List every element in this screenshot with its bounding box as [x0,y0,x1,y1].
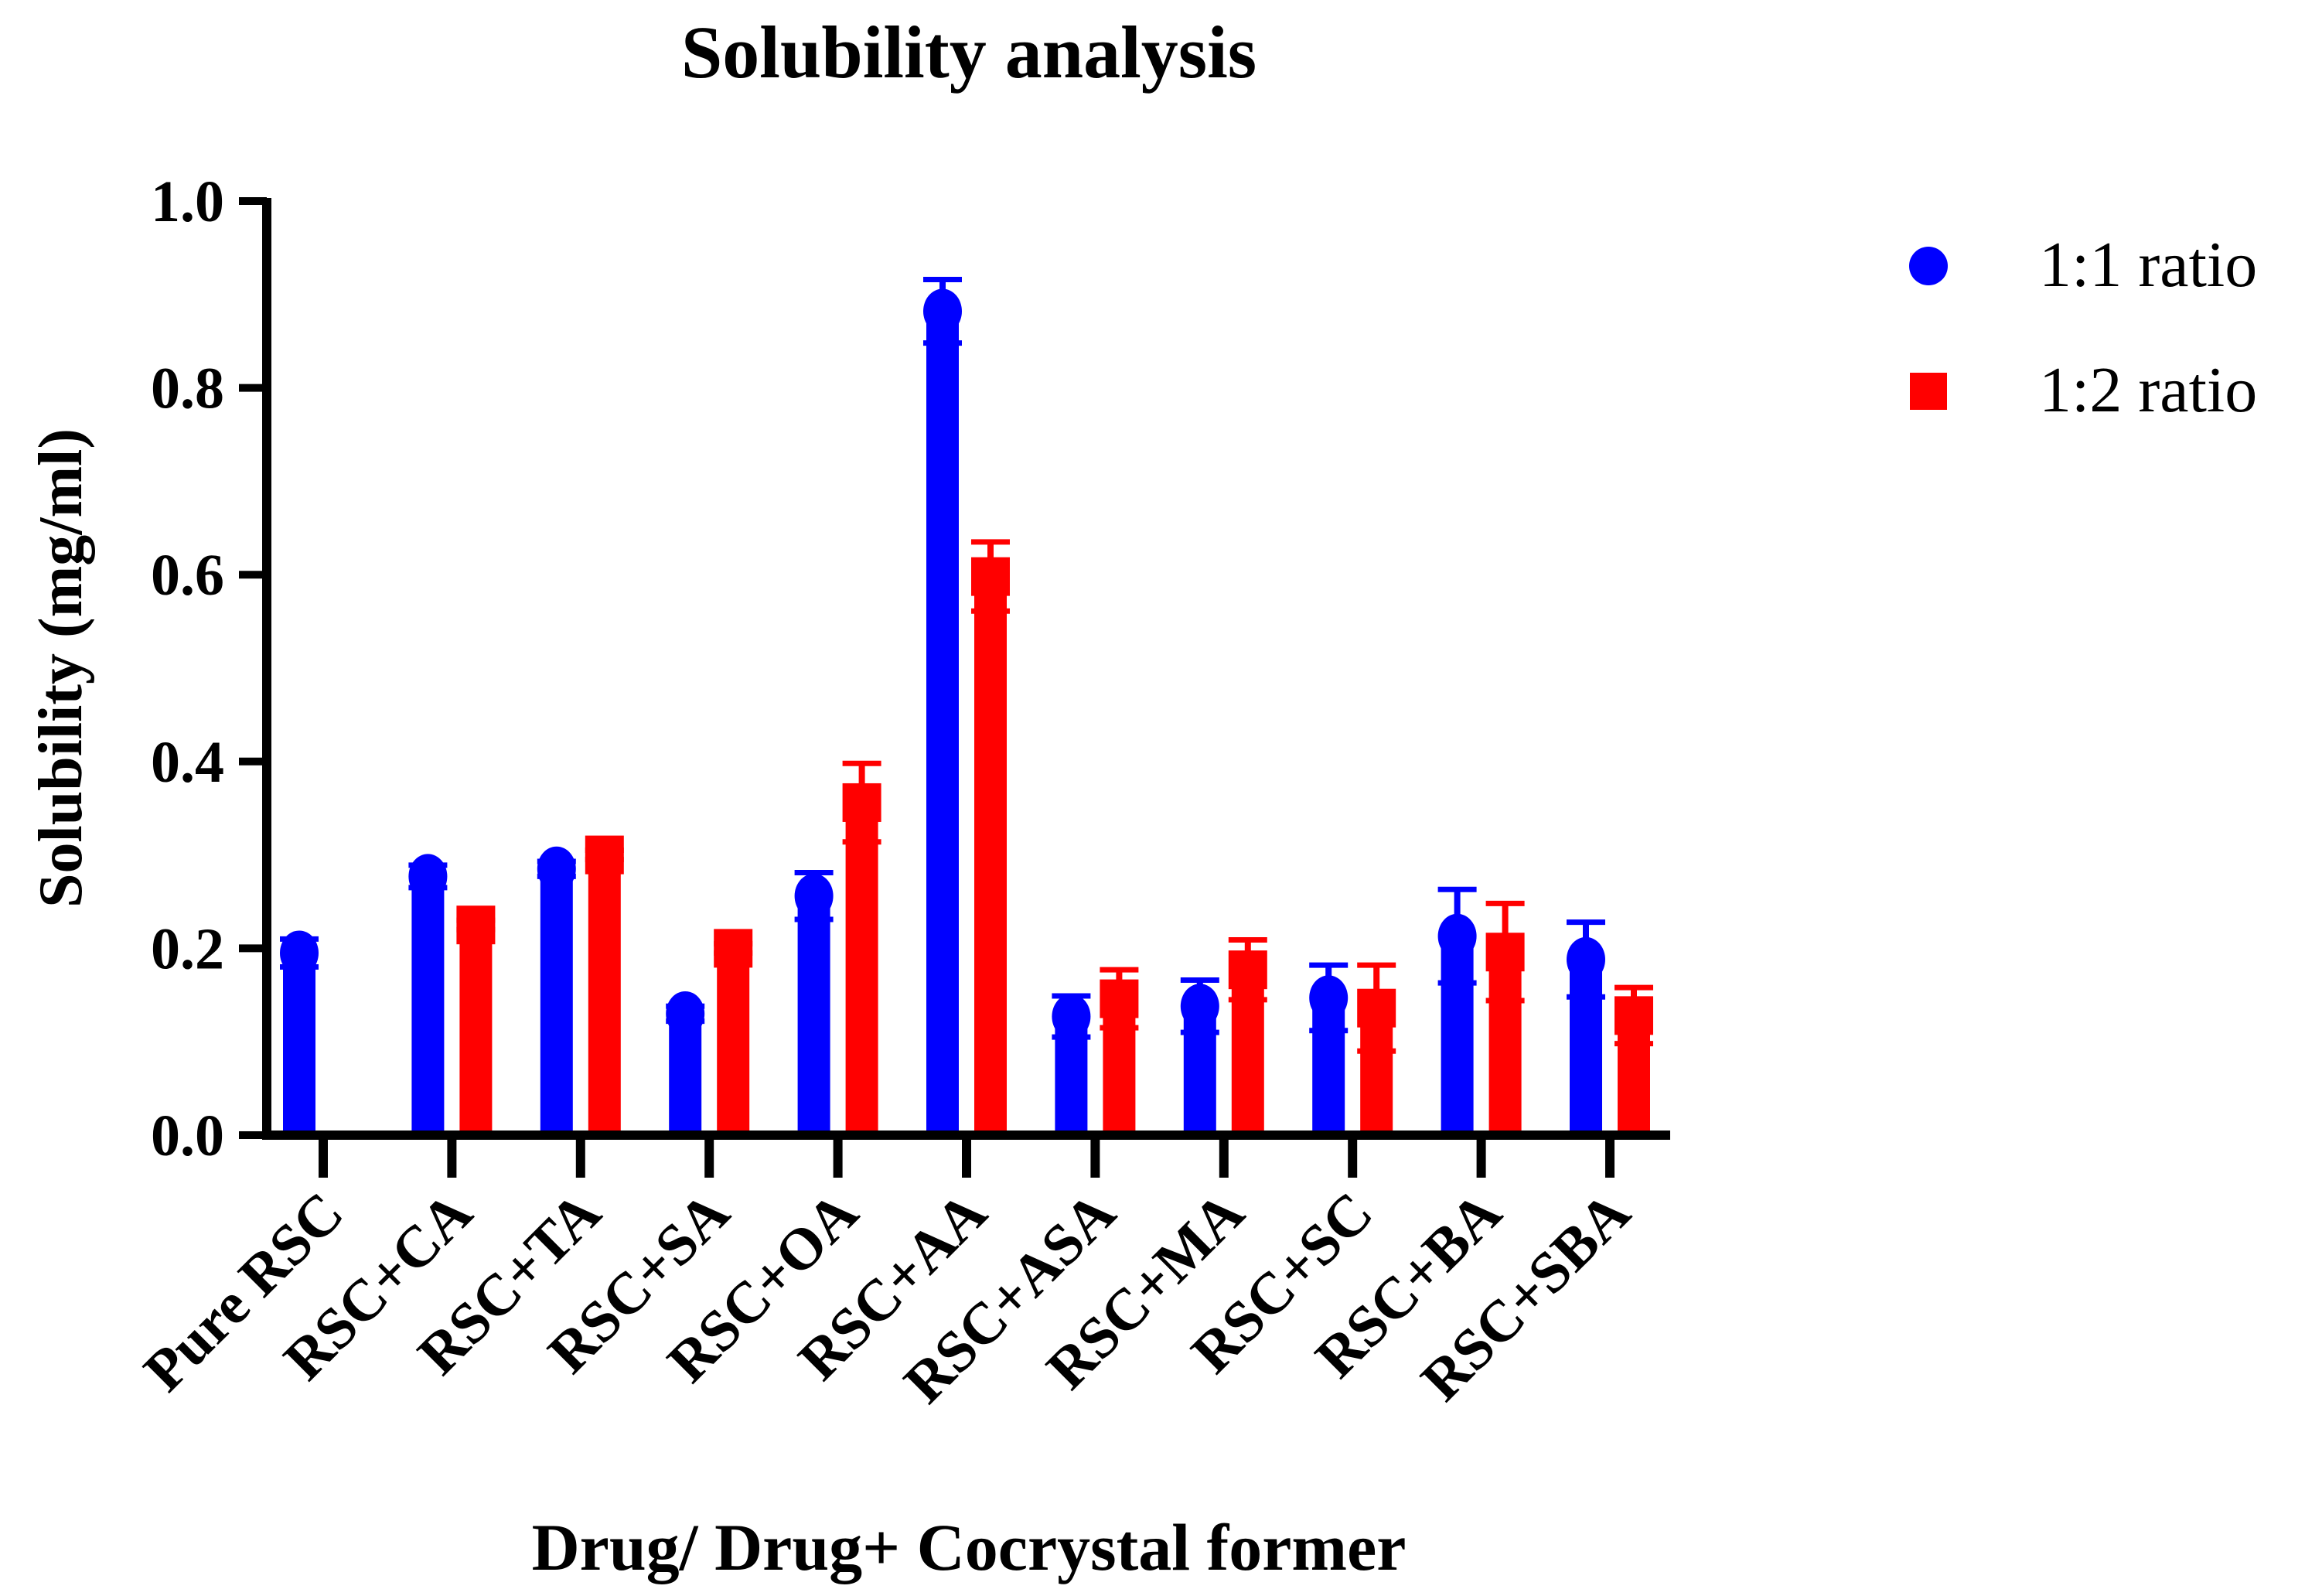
bar [926,311,959,1136]
bar [411,876,445,1135]
bar [717,948,750,1135]
data-point [1100,979,1139,1018]
data-point [971,557,1010,596]
data-point [1228,950,1267,990]
data-point [1567,936,1605,982]
y-tick-label: 0.2 [151,916,224,981]
y-tick-label: 1.0 [151,169,224,234]
bar [540,868,573,1135]
legend-marker-1-1 [1909,247,1948,285]
bar [459,925,493,1135]
y-tick-label: 0.8 [151,356,224,421]
data-point [585,835,624,875]
data-point [456,905,496,945]
data-point [923,288,962,334]
y-axis-label: Solubility (mg/ml) [27,428,95,908]
chart-title: Solubility analysis [681,11,1256,94]
y-tick-label: 0.6 [151,543,224,608]
bar [974,576,1007,1135]
data-point [537,846,576,892]
bar [283,953,315,1135]
legend-label-1-1: 1:1 ratio [2039,229,2257,301]
data-point [1615,996,1653,1035]
bar [588,854,621,1135]
legend-marker-1-2 [1910,373,1947,410]
data-point [280,930,319,976]
data-point [794,873,834,919]
data-point [1309,975,1349,1021]
x-axis-label: Drug/ Drug+ Cocrystal former [532,1510,1407,1584]
data-point [714,929,753,968]
y-tick-label: 0.4 [151,730,224,795]
y-tick-label: 0.0 [151,1103,224,1168]
data-point [842,783,881,822]
legend: 1:1 ratio 1:2 ratio [1909,229,2257,426]
data-point [1437,913,1477,959]
data-point [1485,933,1525,972]
bar [845,802,878,1135]
data-point [666,991,705,1036]
data-point [1180,984,1219,1029]
bar [797,895,830,1135]
data-point [408,854,448,899]
data-point [1052,994,1091,1039]
legend-label-1-2: 1:2 ratio [2039,354,2257,426]
data-point [1357,988,1396,1028]
